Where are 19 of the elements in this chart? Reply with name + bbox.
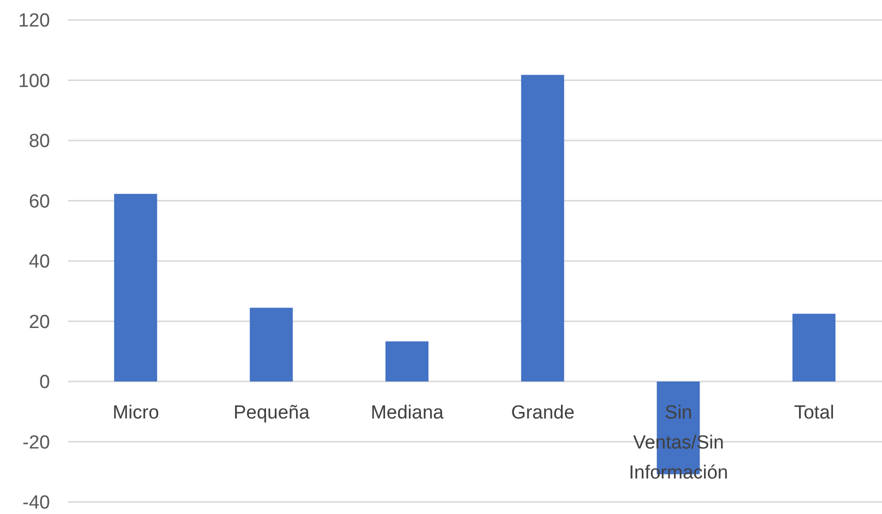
- x-tick-label: Grande: [511, 402, 575, 424]
- y-tick-label: 40: [28, 252, 50, 273]
- y-tick-label: 120: [18, 10, 50, 32]
- y-tick-label: -20: [22, 432, 50, 454]
- y-tick-label: 80: [28, 131, 50, 152]
- y-tick-label: 0: [39, 372, 50, 394]
- bar: [385, 341, 428, 382]
- x-tick-label: Total: [794, 402, 834, 424]
- bar: [792, 314, 836, 382]
- y-tick-label: 100: [18, 70, 50, 92]
- y-tick-label: 20: [28, 312, 50, 333]
- y-tick-label: 60: [28, 191, 50, 212]
- bar: [521, 74, 564, 382]
- x-tick-label: Pequeña: [233, 402, 310, 424]
- x-tick-label: Mediana: [370, 402, 444, 424]
- x-tick-label: Micro: [112, 402, 160, 424]
- bar: [114, 194, 158, 382]
- bar: [250, 308, 293, 382]
- y-tick-label: -40: [22, 492, 50, 514]
